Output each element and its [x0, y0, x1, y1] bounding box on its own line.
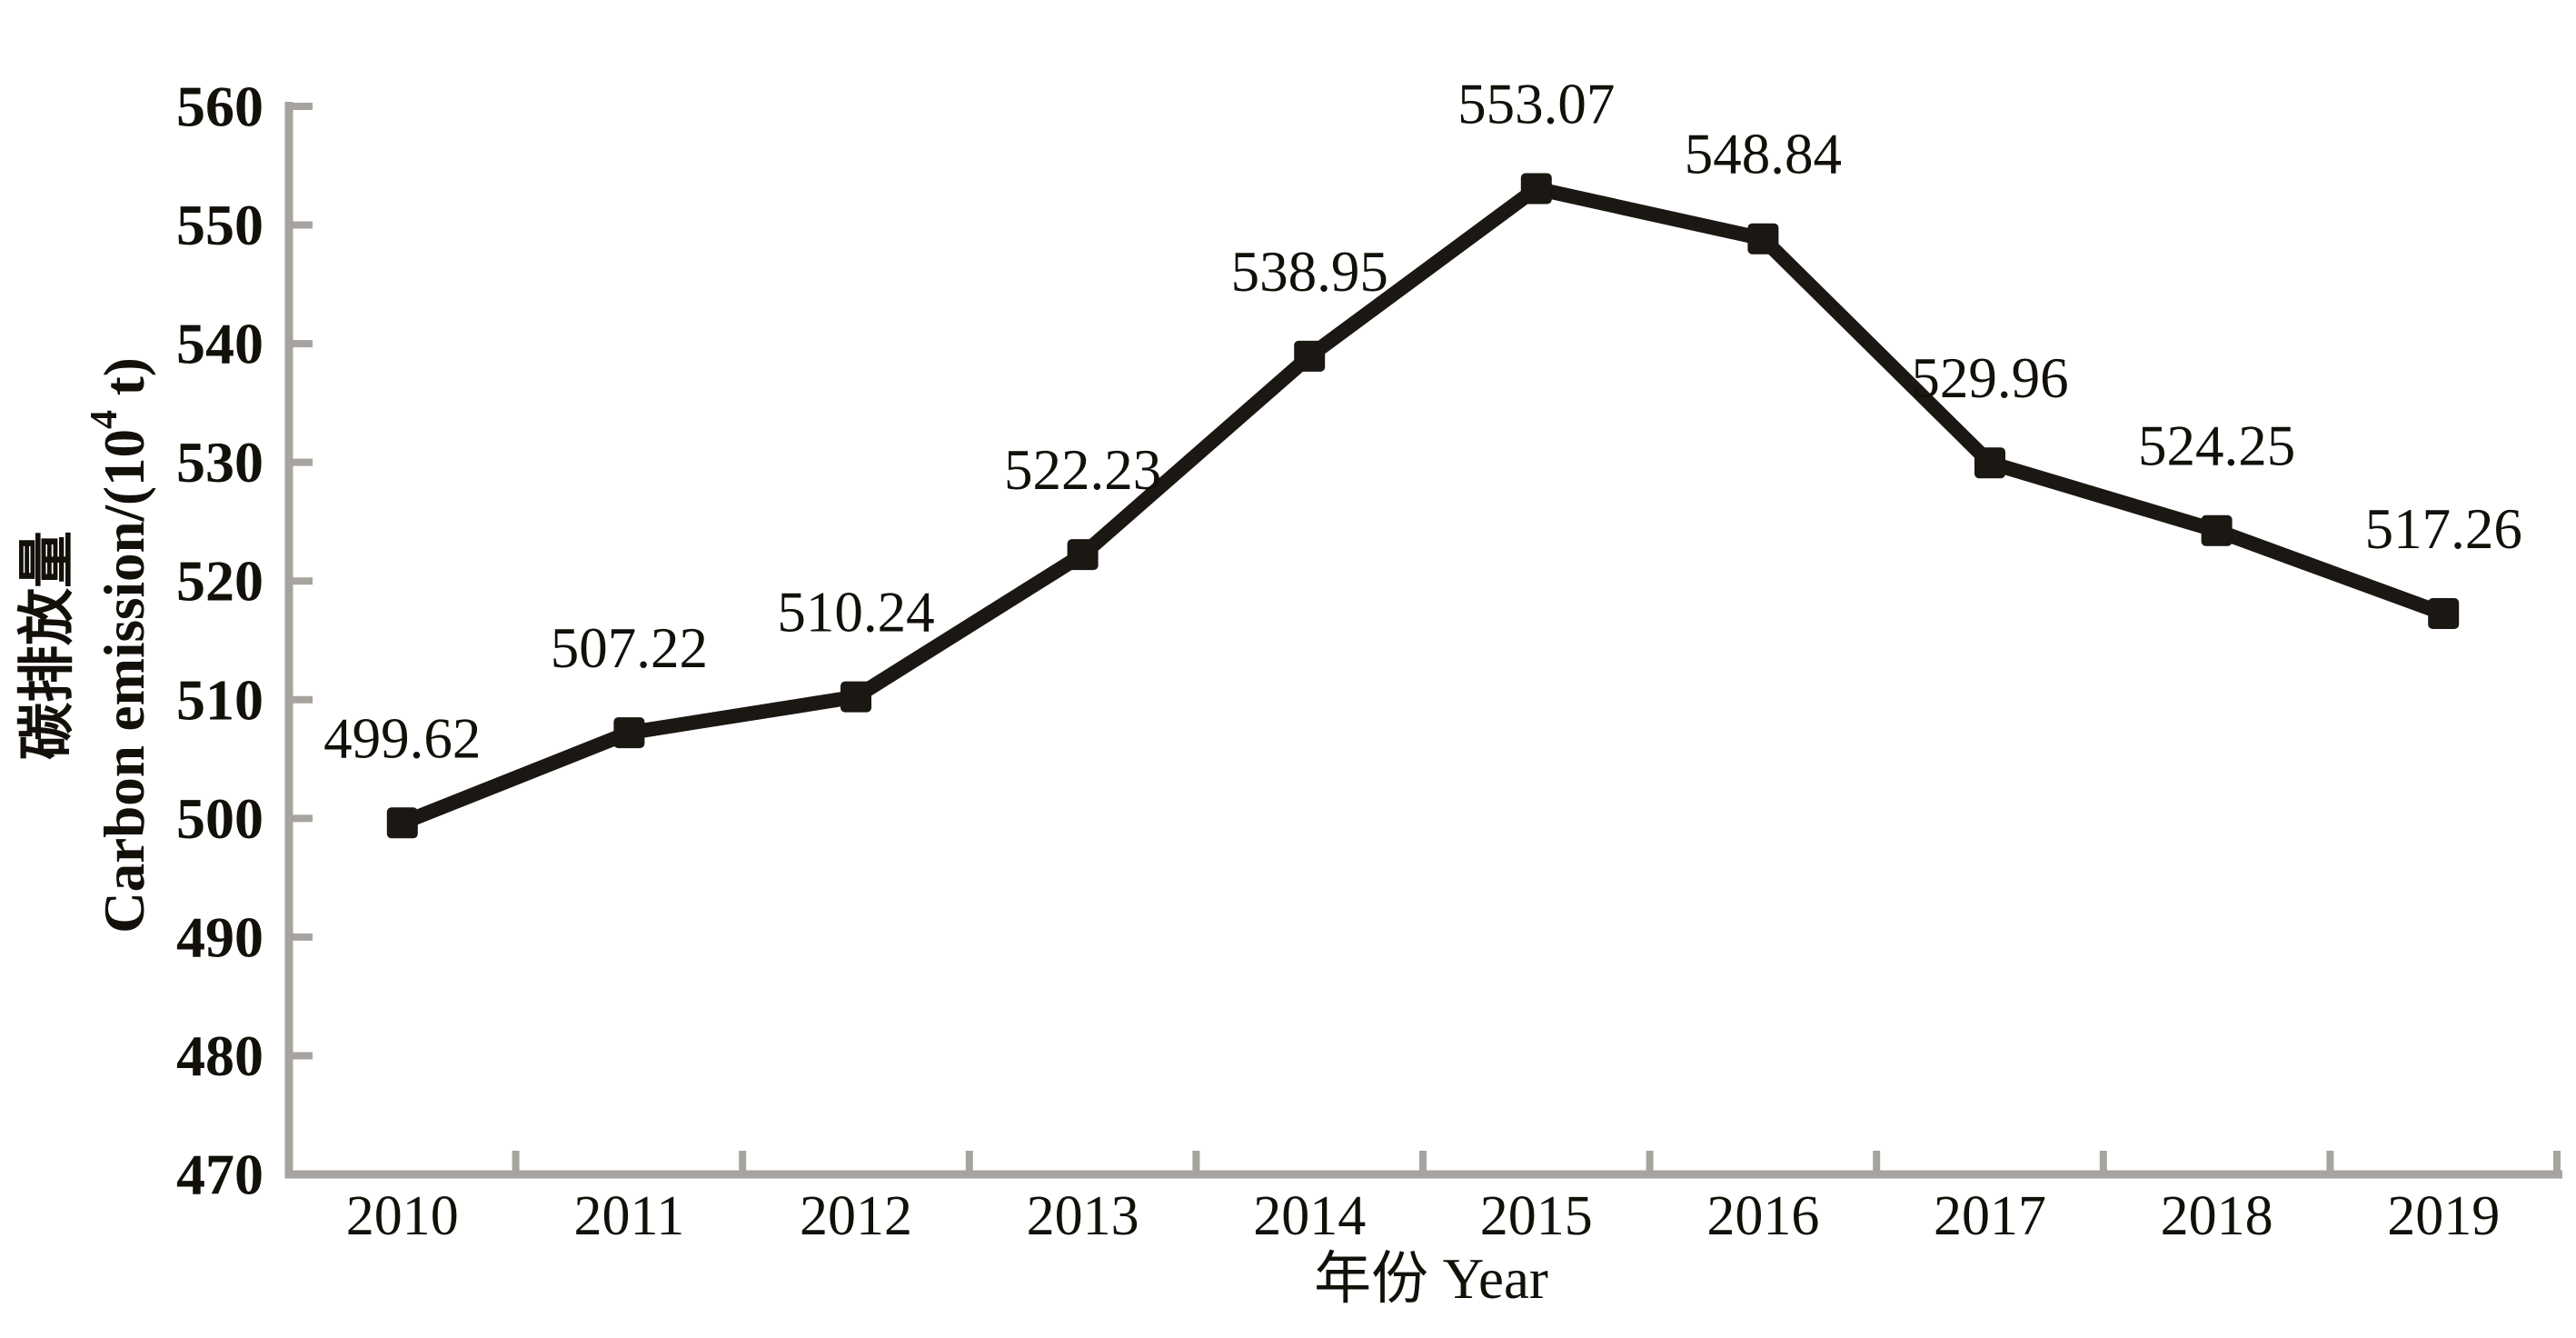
y-tick-label: 490 [176, 904, 264, 969]
y-axis-title-en-suffix: t) [93, 357, 156, 410]
data-point-labels: 499.62 507.22 510.24 522.23 538.95 553.07 548.… [323, 72, 2522, 770]
data-point-marker [1747, 223, 1779, 255]
x-tick-label: 2014 [1253, 1185, 1366, 1247]
x-tick-label: 2017 [1934, 1185, 2046, 1247]
y-tick-label: 520 [176, 549, 264, 614]
data-point-marker [1067, 539, 1099, 571]
y-axis-ticks [291, 103, 313, 1178]
y-tick-label: 510 [176, 667, 264, 732]
x-tick-label: 2010 [346, 1185, 459, 1247]
data-point-marker [2428, 597, 2460, 629]
y-tick-label: 560 [176, 75, 264, 139]
y-tick-label: 500 [176, 786, 264, 851]
data-point-marker [1520, 173, 1552, 205]
x-tick-label: 2013 [1027, 1185, 1139, 1247]
y-tick-label: 550 [176, 193, 264, 257]
y-tick-label: 540 [176, 312, 264, 376]
y-axis-title-en-prefix: Carbon emission/(10 [93, 429, 156, 934]
data-point-marker [2201, 514, 2233, 546]
data-line [399, 180, 2446, 830]
x-axis-ticks [512, 1151, 2561, 1173]
x-tick-label: 2011 [574, 1185, 685, 1247]
data-point-label: 538.95 [1231, 240, 1388, 304]
data-point-label: 524.25 [2138, 414, 2295, 478]
x-tick-label: 2019 [2387, 1185, 2500, 1247]
data-point-label: 507.22 [551, 616, 708, 680]
data-point-marker [613, 717, 645, 749]
data-point-label: 529.96 [1911, 346, 2068, 410]
x-axis-title: 年份 Year [1314, 1247, 1548, 1311]
y-axis-title-en-superscript: 4 [84, 410, 125, 429]
y-axis-title-en: Carbon emission/(104 t) [84, 357, 156, 934]
x-tick-label: 2016 [1706, 1185, 1819, 1247]
data-point-marker [386, 807, 418, 839]
x-tick-label: 2018 [2161, 1185, 2273, 1247]
data-point-label: 510.24 [777, 581, 934, 644]
data-point-marker [1294, 340, 1326, 372]
data-point-label: 553.07 [1457, 72, 1615, 135]
x-axis-tick-labels: 2010 2011 2012 2013 2014 2015 2016 2017 2018 2019 [346, 1185, 2500, 1247]
data-point-label: 517.26 [2365, 497, 2522, 561]
y-tick-label: 480 [176, 1023, 264, 1088]
x-tick-label: 2012 [800, 1185, 912, 1247]
data-point-label: 548.84 [1685, 123, 1842, 186]
y-tick-label: 470 [176, 1143, 264, 1207]
y-axis-title-zh: 碳排放量 [15, 531, 79, 760]
data-point-label: 522.23 [1004, 438, 1161, 502]
axis-frame [284, 102, 2562, 1179]
data-series [386, 173, 2460, 839]
y-tick-label: 530 [176, 430, 264, 494]
data-point-label: 499.62 [323, 706, 481, 770]
data-point-marker [1974, 447, 2005, 479]
x-tick-label: 2015 [1480, 1185, 1593, 1247]
y-axis-tick-labels: 470 480 490 500 510 520 530 540 550 560 [176, 75, 264, 1207]
data-point-marker [840, 681, 871, 713]
